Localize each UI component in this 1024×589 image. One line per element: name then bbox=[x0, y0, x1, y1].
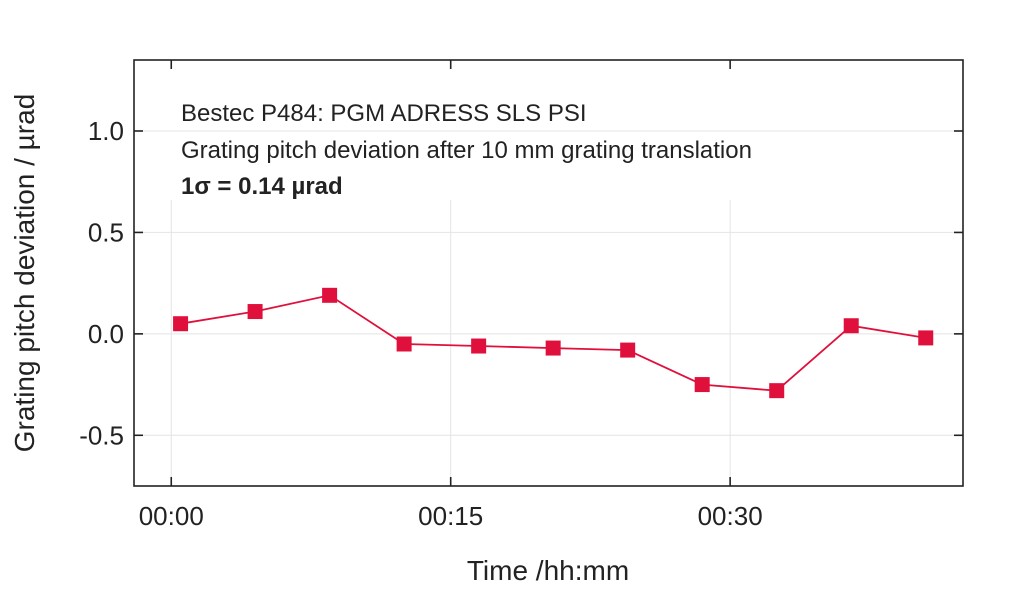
annotation-line: 1σ = 0.14 µrad bbox=[181, 173, 343, 200]
data-point bbox=[247, 304, 263, 320]
grid bbox=[134, 130, 963, 486]
y-tick-label: 0.5 bbox=[88, 217, 124, 247]
plot-frame bbox=[133, 59, 964, 487]
y-tick-label: -0.5 bbox=[79, 420, 124, 450]
tick-labels: 1.0 0.5 0.0 -0.5 00:00 00:15 00:30 bbox=[79, 116, 762, 531]
series-layer bbox=[173, 287, 934, 399]
data-point bbox=[545, 340, 561, 356]
data-point bbox=[396, 336, 412, 352]
x-tick-label: 00:15 bbox=[418, 501, 483, 531]
annotations: Bestec P484: PGM ADRESS SLS PSI Grating p… bbox=[181, 100, 752, 200]
data-point bbox=[471, 338, 487, 354]
axis-ticks bbox=[134, 60, 963, 486]
annotation-line: Bestec P484: PGM ADRESS SLS PSI bbox=[181, 100, 587, 127]
x-tick-label: 00:00 bbox=[139, 501, 204, 531]
y-tick-label: 1.0 bbox=[88, 116, 124, 146]
data-point bbox=[769, 383, 785, 399]
data-point bbox=[843, 318, 859, 334]
data-point bbox=[173, 316, 189, 332]
y-tick-label: 0.0 bbox=[88, 319, 124, 349]
x-axis-title: Time /hh:mm bbox=[467, 555, 629, 586]
y-axis-title: Grating pitch deviation / µrad bbox=[9, 94, 40, 453]
data-point bbox=[694, 377, 710, 393]
data-point bbox=[918, 330, 934, 346]
annotation-line: Grating pitch deviation after 10 mm grat… bbox=[181, 137, 752, 164]
x-tick-label: 00:30 bbox=[698, 501, 763, 531]
data-point bbox=[620, 342, 636, 358]
data-point bbox=[322, 287, 338, 303]
